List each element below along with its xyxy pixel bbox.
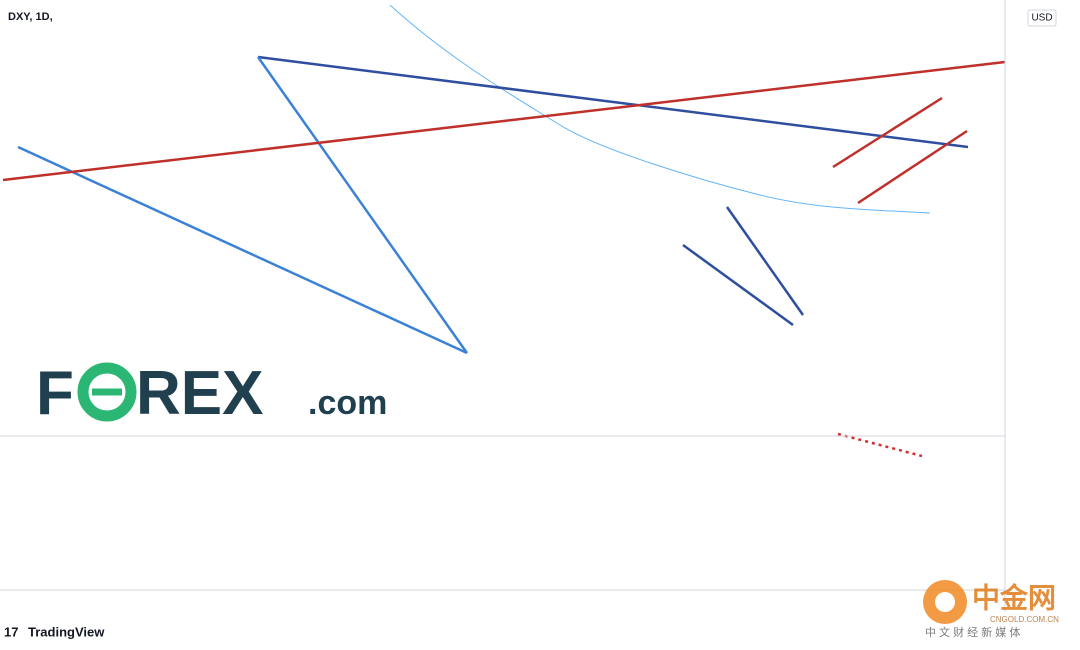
wedge-line [682, 243, 794, 327]
watermark-icon [935, 592, 955, 612]
footer-brand[interactable]: TradingView [28, 624, 105, 639]
trend-line [257, 55, 969, 149]
logo-text: REX [136, 359, 263, 428]
chart-title: DXY, 1D, [8, 11, 53, 23]
watermark-name: 中金网 [972, 581, 1056, 613]
divergence-line [837, 432, 923, 458]
watermark-url: CNGOLD.COM.CN [990, 615, 1059, 624]
trend-lines [2, 55, 1006, 458]
trend-line [2, 60, 1006, 182]
channel-line [857, 129, 968, 205]
watermark: 中金网 CNGOLD.COM.CN 中 文 财 经 新 媒 体 [923, 580, 1059, 639]
trend-line [17, 145, 468, 355]
moving-average [389, 4, 931, 214]
currency-box[interactable] [1027, 9, 1057, 27]
currency[interactable]: USD [1031, 13, 1052, 24]
logo: F REX .com [36, 359, 387, 428]
wedge-line [725, 206, 805, 316]
logo-suffix: .com [308, 384, 387, 422]
trend-line [256, 56, 469, 354]
logo-text: F [36, 359, 74, 428]
tv-icon: 17 [4, 624, 18, 639]
channel-line [832, 96, 943, 169]
logo-icon [77, 362, 137, 422]
watermark-tagline: 中 文 财 经 新 媒 体 [925, 625, 1020, 639]
